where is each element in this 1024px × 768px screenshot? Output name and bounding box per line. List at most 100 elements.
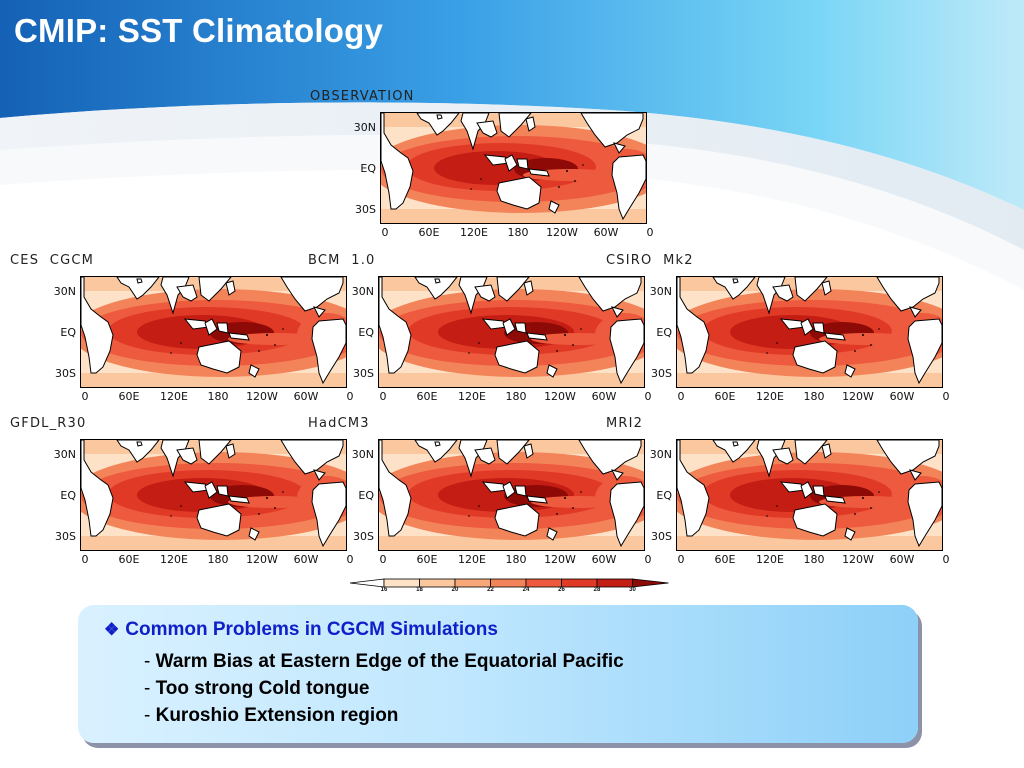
colorbar-label: 28	[593, 587, 601, 593]
sst-map	[80, 439, 347, 551]
lon-label: 60E	[418, 226, 440, 239]
lon-label: 60E	[416, 553, 438, 566]
lon-label: 0	[644, 553, 652, 566]
lat-label: 30N	[53, 285, 76, 298]
sst-map	[378, 439, 645, 551]
panel-title: CSIRO Mk2	[606, 253, 694, 268]
notes-box: ❖ Common Problems in CGCM Simulations - W…	[78, 605, 918, 743]
lon-label: 180	[207, 390, 229, 403]
lon-label: 180	[803, 390, 825, 403]
lon-label: 60W	[593, 226, 619, 239]
lon-label: 0	[379, 390, 387, 403]
lon-label: 180	[507, 226, 529, 239]
lon-label: 60W	[591, 553, 617, 566]
lon-label: 60W	[591, 390, 617, 403]
lon-label: 120W	[546, 226, 578, 239]
sst-map	[380, 112, 647, 224]
notes-item: - Too strong Cold tongue	[144, 678, 370, 699]
lon-label: 0	[81, 390, 89, 403]
lat-label: 30S	[353, 367, 374, 380]
colorbar-label: 22	[487, 587, 494, 593]
lon-label: 0	[644, 390, 652, 403]
lat-label: 30S	[355, 203, 376, 216]
notes-item-text: Warm Bias at Eastern Edge of the Equator…	[155, 651, 624, 672]
lon-label: 120E	[160, 553, 188, 566]
lon-label: 0	[646, 226, 654, 239]
lat-label: 30N	[649, 448, 672, 461]
notes-item-text: Too strong Cold tongue	[155, 678, 370, 699]
colorbar-label: 18	[416, 587, 423, 593]
lon-label: 120W	[544, 390, 576, 403]
lat-label: 30S	[55, 530, 76, 543]
lon-label: 180	[803, 553, 825, 566]
lon-label: 0	[942, 390, 950, 403]
lon-label: 0	[942, 553, 950, 566]
lat-label: EQ	[656, 326, 672, 339]
lon-label: 120E	[458, 553, 486, 566]
diamond-bullet-icon: ❖	[104, 620, 120, 639]
colorbar-segment	[632, 578, 669, 588]
colorbar-segment	[525, 578, 562, 588]
panel-title: GFDL_R30	[10, 416, 87, 431]
panel-title: CES CGCM	[10, 253, 95, 268]
lon-label: 60W	[889, 553, 915, 566]
lat-label: EQ	[60, 326, 76, 339]
colorbar-label: 20	[451, 587, 459, 593]
lon-label: 120E	[756, 390, 784, 403]
colorbar-segment	[383, 578, 420, 588]
lon-label: 120W	[842, 553, 874, 566]
colorbar-label: 16	[380, 587, 388, 593]
notes-item: - Warm Bias at Eastern Edge of the Equat…	[144, 651, 624, 672]
sst-map	[676, 276, 943, 388]
lon-label: 60E	[118, 390, 140, 403]
lon-label: 120E	[756, 553, 784, 566]
sst-map	[676, 439, 943, 551]
lon-label: 120W	[246, 553, 278, 566]
sst-map	[80, 276, 347, 388]
lat-label: EQ	[656, 489, 672, 502]
lon-label: 0	[346, 553, 354, 566]
lon-label: 60E	[714, 390, 736, 403]
lon-label: 120E	[460, 226, 488, 239]
lat-label: 30N	[53, 448, 76, 461]
notes-heading: ❖ Common Problems in CGCM Simulations	[104, 619, 498, 641]
lon-label: 60E	[416, 390, 438, 403]
lon-label: 60W	[293, 553, 319, 566]
panel-title: BCM 1.0	[308, 253, 376, 268]
lon-label: 120E	[160, 390, 188, 403]
sst-map	[378, 276, 645, 388]
lon-label: 180	[505, 553, 527, 566]
colorbar-segment	[561, 578, 598, 588]
lon-label: 180	[505, 390, 527, 403]
colorbar-segment	[419, 578, 456, 588]
lon-label: 120W	[544, 553, 576, 566]
lat-label: 30S	[651, 367, 672, 380]
panel-title: MRI2	[606, 416, 644, 431]
notes-item: - Kuroshio Extension region	[144, 705, 399, 726]
notes-item-text: Kuroshio Extension region	[155, 705, 399, 726]
lat-label: 30N	[351, 285, 374, 298]
lat-label: 30N	[353, 121, 376, 134]
lon-label: 60W	[889, 390, 915, 403]
lon-label: 120W	[842, 390, 874, 403]
lon-label: 0	[81, 553, 89, 566]
lon-label: 0	[677, 553, 685, 566]
lat-label: EQ	[358, 489, 374, 502]
colorbar-segment	[454, 578, 491, 588]
lon-label: 0	[677, 390, 685, 403]
lat-label: EQ	[360, 162, 376, 175]
colorbar-label: 24	[522, 587, 530, 593]
lat-label: 30S	[353, 530, 374, 543]
lat-label: EQ	[358, 326, 374, 339]
colorbar-segment	[490, 578, 527, 588]
lon-label: 60E	[118, 553, 140, 566]
lon-label: 0	[381, 226, 389, 239]
slide-title: CMIP: SST Climatology	[14, 12, 384, 49]
sst-colorbar	[350, 578, 669, 588]
lon-label: 60W	[293, 390, 319, 403]
lat-label: 30S	[55, 367, 76, 380]
panel-title: OBSERVATION	[310, 89, 415, 104]
colorbar-segment	[596, 578, 633, 588]
colorbar-label: 30	[629, 587, 636, 593]
